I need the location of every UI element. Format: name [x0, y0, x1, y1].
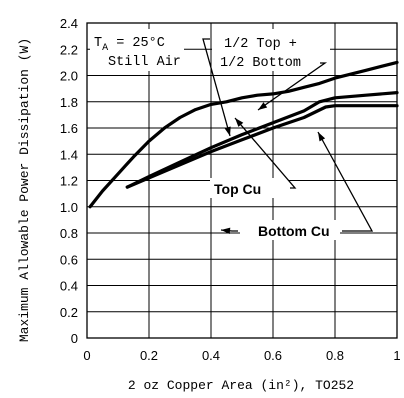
annotation-ta-box [90, 29, 184, 71]
y-tick-label: 1.0 [60, 200, 78, 215]
leader-top-cu [234, 117, 297, 189]
y-tick-label: 0 [71, 331, 78, 346]
y-tick-label: 0.6 [60, 252, 78, 267]
annotation-top-cu-box [210, 178, 288, 198]
series-top-cu [125, 90, 399, 189]
arrowhead [258, 102, 268, 110]
arrowhead [221, 227, 231, 234]
leader-half-a [202, 38, 231, 137]
annotation-top-cu: Top Cu [210, 178, 288, 198]
arrowhead [224, 126, 231, 136]
y-tick-label: 2.2 [60, 42, 78, 57]
y-axis-title: Maximum Allowable Power Dissipation (W) [17, 38, 32, 342]
annotation-bottom-cu-box [240, 220, 340, 240]
annotation-bottom-cu: Bottom Cu [240, 220, 340, 240]
y-tick-label: 0.4 [60, 279, 78, 294]
arrowheads [221, 102, 326, 234]
x-tick-label: 0.4 [202, 348, 220, 363]
annotation-top-cu-label: Top Cu [214, 181, 261, 197]
x-tick-label: 0.8 [326, 348, 344, 363]
y-tick-label: 1.2 [60, 174, 78, 189]
annotation-ta-text: TA = 25°C [94, 36, 165, 54]
leader-lines [202, 38, 374, 232]
annotation-still-air: Still Air [108, 55, 181, 70]
y-tick-label: 1.6 [60, 121, 78, 136]
x-tick-label: 0 [83, 348, 90, 363]
series-1-2-top-1-2-bottom [88, 60, 399, 209]
leader-half-b [257, 62, 328, 111]
x-tick-label: 0.6 [264, 348, 282, 363]
ta-rest: = 25°C [108, 36, 165, 51]
annotation-ta: TA = 25°C Still Air [90, 29, 184, 71]
leader-bottom-cu-b [317, 131, 374, 232]
annotation-half-box [212, 29, 330, 71]
ta-main: T [94, 36, 102, 51]
curves [88, 60, 399, 209]
y-tick-label: 1.8 [60, 95, 78, 110]
annotation-half-bottom: 1/2 Bottom [220, 56, 301, 71]
y-tick-label: 2.0 [60, 69, 78, 84]
y-tick-label: 1.4 [60, 147, 78, 162]
arrowhead [318, 132, 326, 142]
x-tick-label: 0.2 [140, 348, 158, 363]
x-axis-title: 2 oz Copper Area (in²), TO252 [128, 378, 354, 393]
y-tick-label: 0.2 [60, 305, 78, 320]
tick-labels: 0 0.2 0.4 0.6 0.8 1 0 0.2 0.4 0.6 0.8 1.0 1.2 1.4 1.6 1… [60, 16, 401, 363]
arrowhead [235, 118, 244, 127]
series-bottom-cu [125, 104, 399, 189]
x-tick-label: 1 [393, 348, 400, 363]
annotation-half: 1/2 Top + 1/2 Bottom [212, 29, 330, 71]
plot-frame [86, 22, 398, 339]
y-tick-label: 0.8 [60, 226, 78, 241]
annotation-bottom-cu-label: Bottom Cu [258, 223, 330, 239]
y-tick-label: 2.4 [60, 16, 78, 31]
annotation-half-top: 1/2 Top + [224, 37, 297, 52]
ta-sub: A [102, 43, 108, 54]
